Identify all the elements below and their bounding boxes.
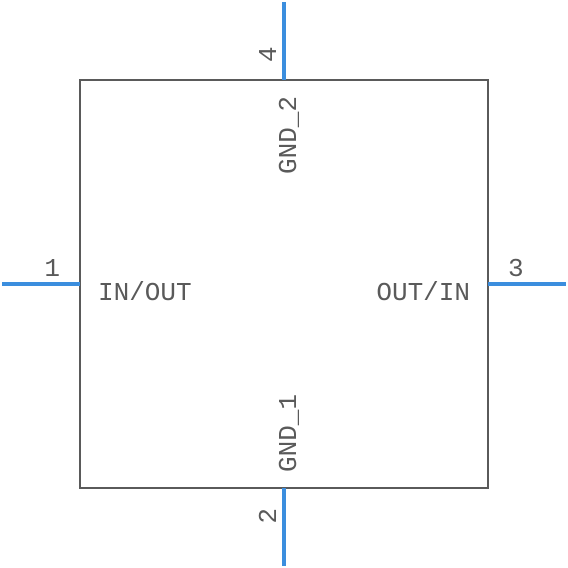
pin-label-1: IN/OUT bbox=[98, 278, 192, 308]
pin-number-3: 3 bbox=[508, 254, 524, 284]
pin-label-3: OUT/IN bbox=[376, 278, 470, 308]
pin-number-2: 2 bbox=[254, 508, 284, 524]
pin-label-2: GND_1 bbox=[274, 394, 304, 472]
canvas-bg bbox=[0, 0, 568, 568]
pin-number-1: 1 bbox=[44, 254, 60, 284]
pin-label-4: GND_2 bbox=[274, 96, 304, 174]
pin-number-4: 4 bbox=[254, 46, 284, 62]
schematic-symbol: 1 IN/OUT 3 OUT/IN 4 GND_2 2 GND_1 bbox=[0, 0, 568, 568]
